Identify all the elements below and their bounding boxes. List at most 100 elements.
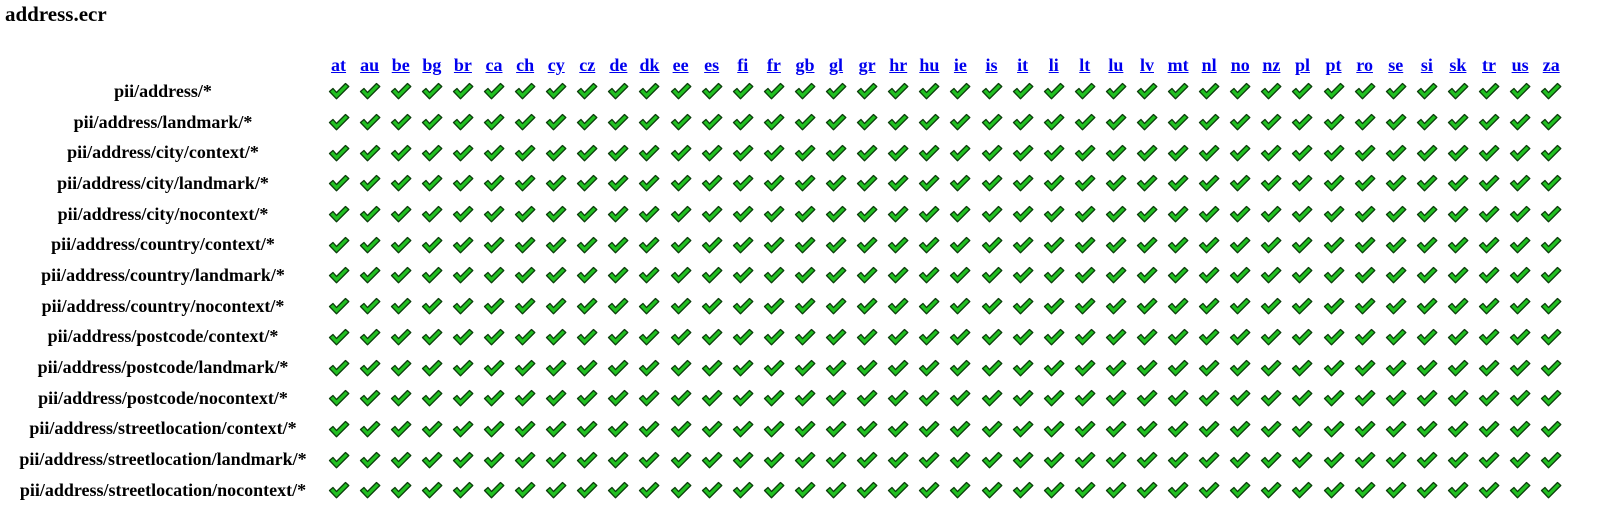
column-link-gb[interactable]: gb [795,55,814,75]
check-icon [949,144,971,162]
status-cell-fi [727,352,758,383]
check-icon [576,389,598,407]
status-cell-si [1411,291,1442,322]
status-cell-ch [510,352,541,383]
column-link-nz[interactable]: nz [1262,55,1280,75]
status-cell-lu [1100,444,1131,475]
check-icon [856,451,878,469]
status-cell-fr [758,199,789,230]
status-cell-cy [541,475,572,506]
status-cell-pt [1318,414,1349,445]
status-cell-ie [945,414,976,445]
column-link-fr[interactable]: fr [767,55,781,75]
column-link-de[interactable]: de [609,55,627,75]
check-icon [1105,359,1127,377]
check-icon [1323,266,1345,284]
status-cell-de [603,199,634,230]
status-cell-br [447,168,478,199]
column-link-pl[interactable]: pl [1295,55,1310,75]
check-icon [1509,328,1531,346]
column-link-br[interactable]: br [454,55,472,75]
column-link-gl[interactable]: gl [829,55,843,75]
column-link-mt[interactable]: mt [1168,55,1189,75]
column-link-bg[interactable]: bg [422,55,441,75]
status-cell-no [1225,229,1256,260]
column-link-gr[interactable]: gr [859,55,876,75]
status-cell-be [385,414,416,445]
status-cell-nl [1194,444,1225,475]
check-icon [390,266,412,284]
check-icon [1323,113,1345,131]
column-link-be[interactable]: be [392,55,410,75]
column-link-it[interactable]: it [1017,55,1028,75]
column-link-lu[interactable]: lu [1108,55,1123,75]
status-cell-au [354,76,385,107]
check-icon [1478,359,1500,377]
check-icon [949,420,971,438]
status-cell-gl [821,291,852,322]
column-link-hr[interactable]: hr [889,55,907,75]
column-link-za[interactable]: za [1543,55,1560,75]
check-icon [1323,359,1345,377]
check-icon [1012,82,1034,100]
status-cell-lv [1131,107,1162,138]
column-link-pt[interactable]: pt [1326,55,1342,75]
check-icon [670,266,692,284]
status-cell-us [1505,260,1536,291]
status-cell-si [1411,322,1442,353]
column-link-se[interactable]: se [1388,55,1403,75]
check-icon [918,359,940,377]
status-cell-hu [914,107,945,138]
column-header-lv: lv [1131,50,1162,76]
column-link-cy[interactable]: cy [548,55,565,75]
column-link-li[interactable]: li [1049,55,1059,75]
check-icon [514,389,536,407]
check-icon [670,113,692,131]
column-link-au[interactable]: au [360,55,379,75]
check-icon [514,174,536,192]
column-link-dk[interactable]: dk [639,55,659,75]
column-link-lt[interactable]: lt [1079,55,1090,75]
status-cell-be [385,199,416,230]
column-link-tr[interactable]: tr [1482,55,1496,75]
check-icon [981,144,1003,162]
column-link-ee[interactable]: ee [673,55,689,75]
column-link-ro[interactable]: ro [1356,55,1373,75]
column-link-us[interactable]: us [1512,55,1529,75]
status-cell-za [1536,229,1567,260]
column-link-sk[interactable]: sk [1449,55,1466,75]
column-link-at[interactable]: at [331,55,346,75]
status-cell-cz [572,383,603,414]
status-cell-cz [572,291,603,322]
column-link-fi[interactable]: fi [737,55,748,75]
check-icon [1074,266,1096,284]
status-cell-se [1380,260,1411,291]
status-cell-si [1411,137,1442,168]
column-header-lu: lu [1100,50,1131,76]
status-cell-ee [665,444,696,475]
check-icon [638,389,660,407]
status-cell-lv [1131,229,1162,260]
check-icon [545,481,567,499]
column-link-hu[interactable]: hu [919,55,939,75]
check-icon [545,236,567,254]
column-link-is[interactable]: is [986,55,998,75]
page-title: address.ecr [5,1,107,27]
check-icon [825,359,847,377]
check-icon [607,236,629,254]
column-link-nl[interactable]: nl [1202,55,1217,75]
column-link-cz[interactable]: cz [579,55,595,75]
status-cell-gb [789,414,820,445]
check-icon [701,420,723,438]
check-icon [1354,297,1376,315]
column-link-lv[interactable]: lv [1140,55,1154,75]
column-link-es[interactable]: es [704,55,719,75]
column-link-ch[interactable]: ch [516,55,534,75]
status-cell-za [1536,414,1567,445]
column-link-si[interactable]: si [1421,55,1433,75]
column-link-no[interactable]: no [1231,55,1250,75]
status-cell-es [696,291,727,322]
status-cell-bg [416,137,447,168]
column-link-ie[interactable]: ie [954,55,967,75]
column-link-ca[interactable]: ca [486,55,503,75]
